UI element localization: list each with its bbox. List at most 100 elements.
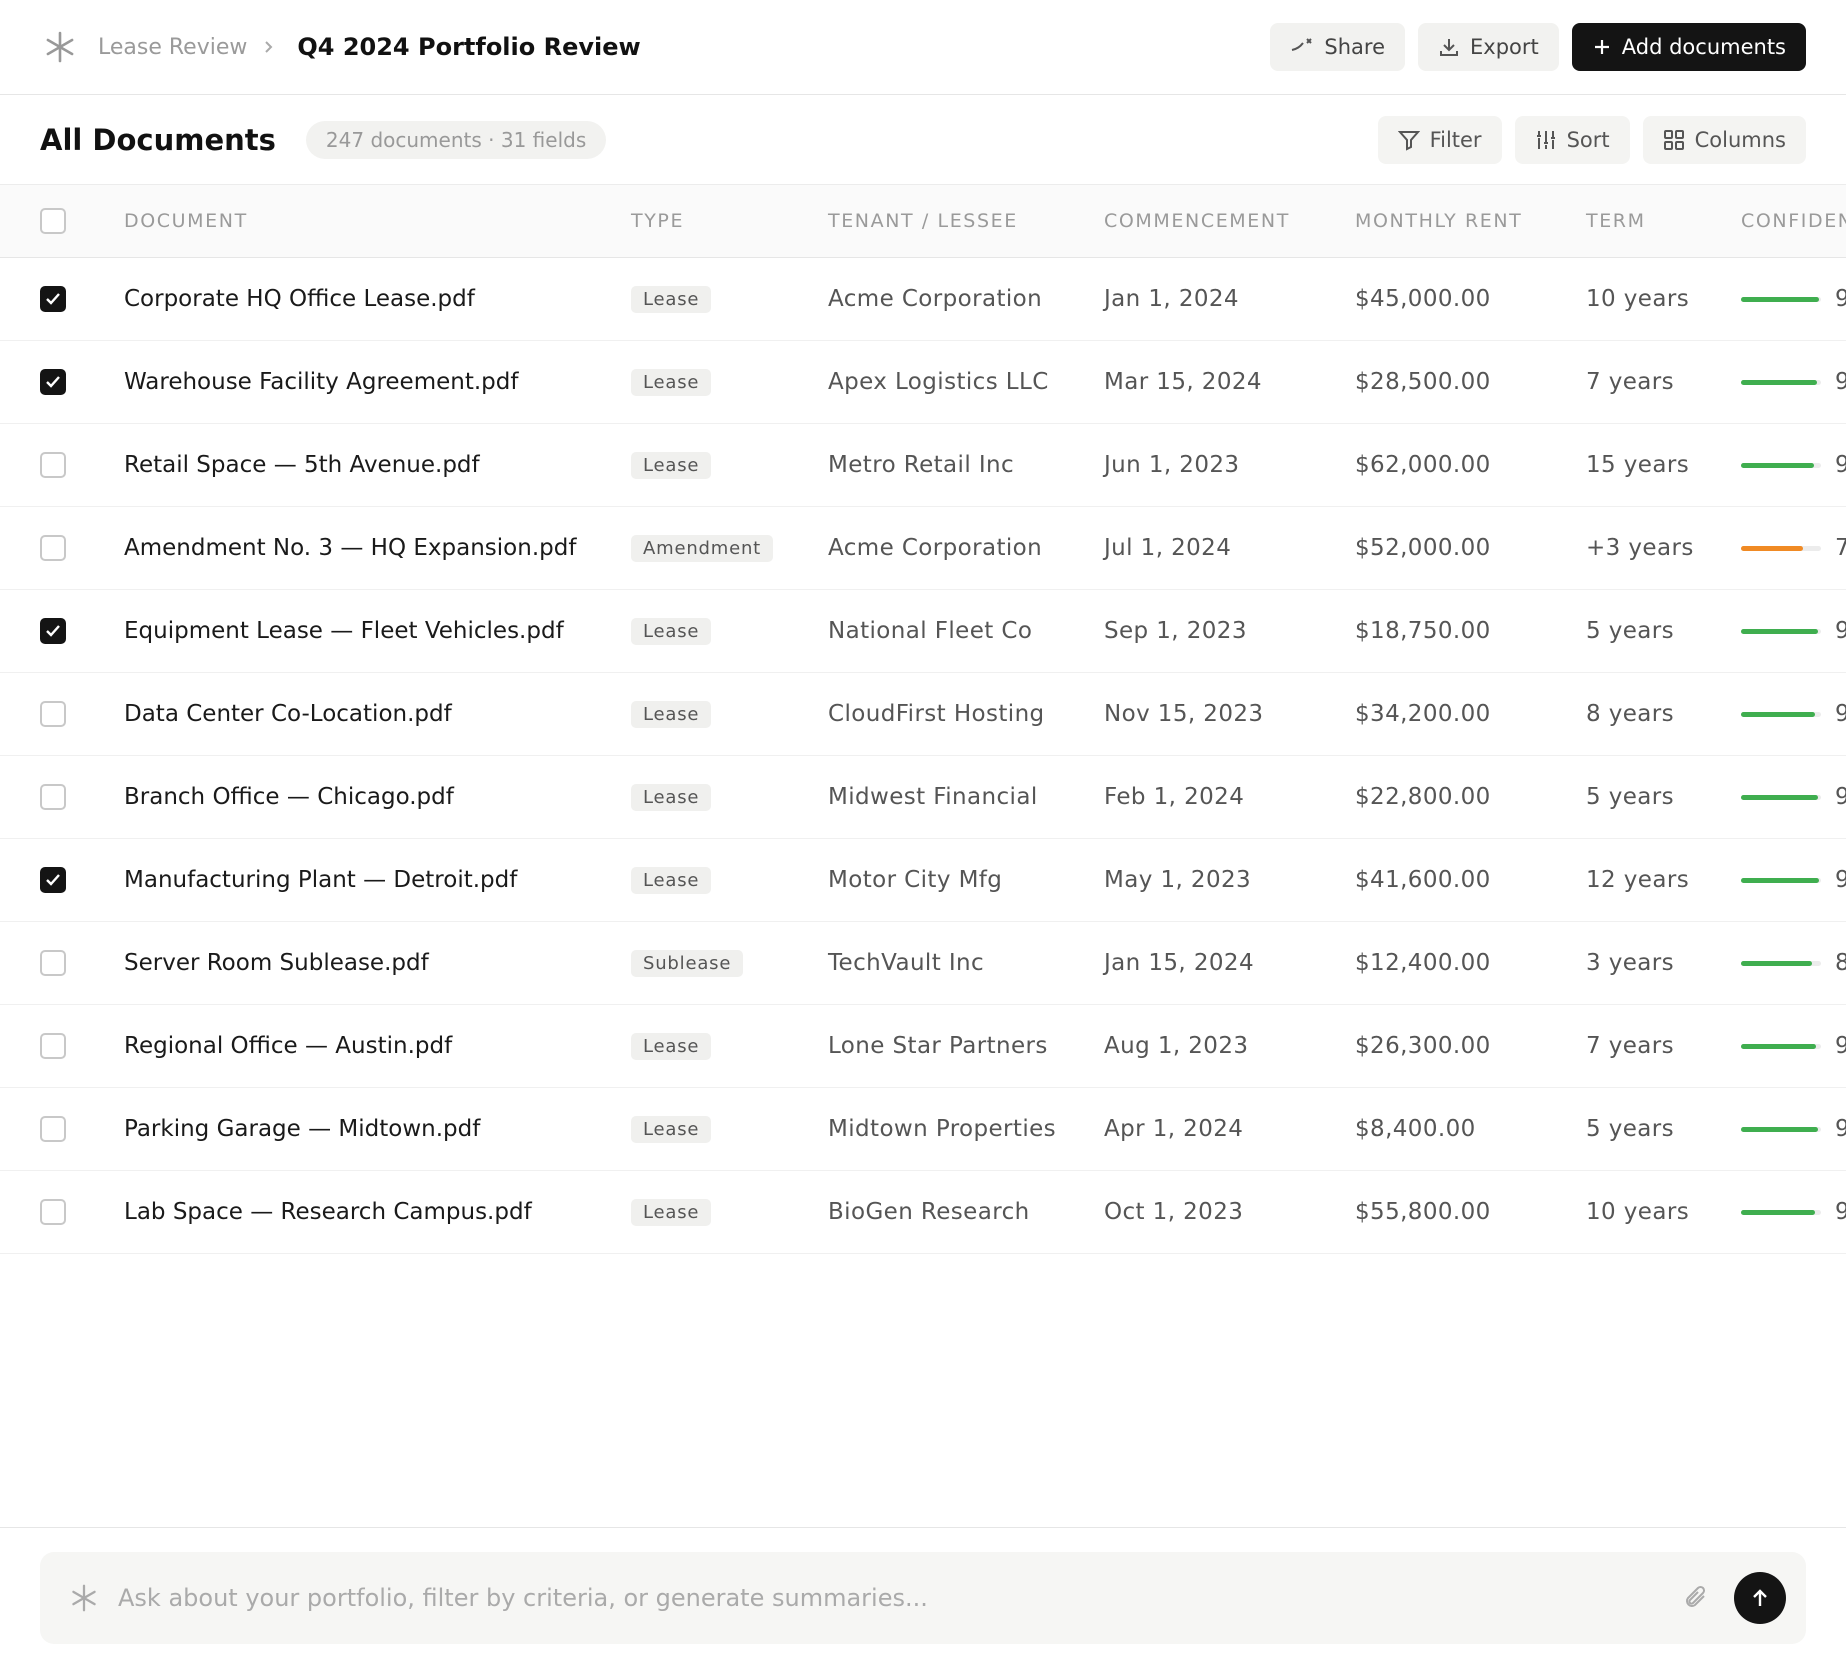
column-header[interactable]: TENANT / LESSEE [828, 210, 1018, 232]
type-pill: Lease [631, 369, 712, 396]
commencement: Mar 15, 2024 [1104, 369, 1262, 395]
table-row[interactable]: Retail Space — 5th Avenue.pdf Lease Metro … [0, 424, 1846, 507]
table-row[interactable]: Branch Office — Chicago.pdf Lease Midwest … [0, 756, 1846, 839]
filter-button[interactable]: Filter [1377, 115, 1502, 164]
row-checkbox[interactable] [40, 369, 66, 395]
commencement: Jul 1, 2024 [1104, 535, 1232, 561]
confidence-bar [1741, 1043, 1817, 1049]
commencement: Aug 1, 2023 [1104, 1033, 1249, 1059]
tenant: Acme Corporation [828, 286, 1043, 312]
table-row[interactable]: Server Room Sublease.pdf Sublease TechVaul… [0, 922, 1846, 1005]
type-pill: Lease [631, 784, 712, 811]
button-label: Columns [1694, 127, 1786, 152]
row-checkbox[interactable] [40, 1199, 66, 1225]
composer[interactable]: Ask about your portfolio, filter by crit… [40, 1552, 1806, 1644]
column-header[interactable]: MONTHLY RENT [1355, 210, 1523, 232]
confidence-track [1741, 545, 1821, 551]
row-checkbox[interactable] [40, 535, 66, 561]
filter-icon [1397, 130, 1420, 151]
send-button[interactable] [1734, 1572, 1786, 1624]
confidence-track [1741, 1043, 1821, 1049]
type-cell: Lease [631, 617, 828, 645]
table-row[interactable]: Regional Office — Austin.pdf Lease Lone St… [0, 1005, 1846, 1088]
type-cell: Sublease [631, 949, 828, 977]
term: 12 years [1586, 867, 1690, 893]
row-checkbox[interactable] [40, 1033, 66, 1059]
commencement: Oct 1, 2023 [1104, 1199, 1244, 1225]
row-checkbox[interactable] [40, 1116, 66, 1142]
term: 7 years [1586, 1033, 1675, 1059]
column-header[interactable]: TYPE [631, 210, 685, 232]
column-header[interactable]: COMMENCEMENT [1104, 210, 1290, 232]
table-header: DOCUMENT TYPE TENANT / LESSEE COMMENCEMENT M… [0, 184, 1846, 258]
checkbox-cell [0, 535, 124, 561]
table-row[interactable]: Parking Garage — Midtown.pdf Lease Midtown… [0, 1088, 1846, 1171]
tenant: BioGen Research [828, 1199, 1030, 1225]
table-row[interactable]: Manufacturing Plant — Detroit.pdf Lease Mo… [0, 839, 1846, 922]
monthly-rent: $34,200.00 [1355, 701, 1491, 727]
logo [46, 31, 74, 63]
checkbox-cell [0, 701, 124, 727]
confidence-track [1741, 794, 1821, 800]
row-checkbox[interactable] [40, 950, 66, 976]
monthly-rent: $41,600.00 [1355, 867, 1491, 893]
monthly-rent: $18,750.00 [1355, 618, 1491, 644]
select-all-checkbox[interactable] [40, 208, 66, 234]
document-name: Lab Space — Research Campus.pdf [124, 1199, 532, 1225]
columns-button[interactable]: Columns [1642, 115, 1806, 164]
row-checkbox[interactable] [40, 701, 66, 727]
confidence-track [1741, 877, 1821, 883]
confidence-track [1741, 379, 1821, 385]
composer-placeholder: Ask about your portfolio, filter by crit… [118, 1584, 928, 1612]
row-checkbox[interactable] [40, 618, 66, 644]
row-checkbox[interactable] [40, 867, 66, 893]
term: +3 years [1586, 535, 1694, 561]
confidence-value: 92 [1835, 1199, 1846, 1225]
document-count: 247 documents · 31 fields [305, 120, 607, 159]
confidence-track [1741, 462, 1821, 468]
document-name: Parking Garage — Midtown.pdf [124, 1116, 481, 1142]
type-pill: Lease [631, 1199, 712, 1226]
tenant: Lone Star Partners [828, 1033, 1048, 1059]
confidence-track [1741, 628, 1821, 634]
document-name: Warehouse Facility Agreement.pdf [124, 369, 519, 395]
tenant: Metro Retail Inc [828, 452, 1015, 478]
type-pill: Lease [631, 618, 712, 645]
type-cell: Lease [631, 1032, 828, 1060]
table-row[interactable]: Equipment Lease — Fleet Vehicles.pdf Leas… [0, 590, 1846, 673]
confidence-bar [1741, 1209, 1815, 1215]
column-header[interactable]: DOCUMENT [124, 210, 248, 232]
row-checkbox[interactable] [40, 784, 66, 810]
add-documents-button[interactable]: Add documents [1571, 23, 1806, 71]
commencement: Sep 1, 2023 [1104, 618, 1247, 644]
columns-icon [1663, 129, 1684, 150]
type-pill: Lease [631, 867, 712, 894]
monthly-rent: $12,400.00 [1355, 950, 1491, 976]
commencement: May 1, 2023 [1104, 867, 1252, 893]
breadcrumb[interactable]: Lease Review [98, 34, 248, 60]
confidence-track [1741, 1126, 1821, 1132]
type-cell: Lease [631, 700, 828, 728]
share-icon [1292, 38, 1313, 51]
confidence-cell: 96 [1741, 1116, 1846, 1142]
table-row[interactable]: Amendment No. 3 — HQ Expansion.pdf Amendm… [0, 507, 1846, 590]
table-row[interactable]: Data Center Co-Location.pdf Lease CloudFir… [0, 673, 1846, 756]
column-header[interactable]: CONFIDENCE [1741, 210, 1846, 232]
type-pill: Lease [631, 1116, 712, 1143]
term: 8 years [1586, 701, 1675, 727]
row-checkbox[interactable] [40, 286, 66, 312]
header-cell [0, 208, 124, 234]
check-icon [46, 376, 60, 388]
share-button[interactable]: Share [1270, 23, 1406, 71]
table-row[interactable]: Lab Space — Research Campus.pdf Lease BioG… [0, 1171, 1846, 1254]
confidence-value: 97 [1835, 867, 1846, 893]
button-label: Sort [1566, 127, 1610, 152]
attach-button[interactable] [1682, 1583, 1712, 1613]
export-button[interactable]: Export [1418, 23, 1559, 71]
table-row[interactable]: Warehouse Facility Agreement.pdf Lease Ape… [0, 341, 1846, 424]
table-row[interactable]: Corporate HQ Office Lease.pdf Lease Acme C… [0, 258, 1846, 341]
term: 5 years [1586, 784, 1675, 810]
column-header[interactable]: TERM [1586, 210, 1646, 232]
sort-button[interactable]: Sort [1514, 115, 1630, 164]
row-checkbox[interactable] [40, 452, 66, 478]
